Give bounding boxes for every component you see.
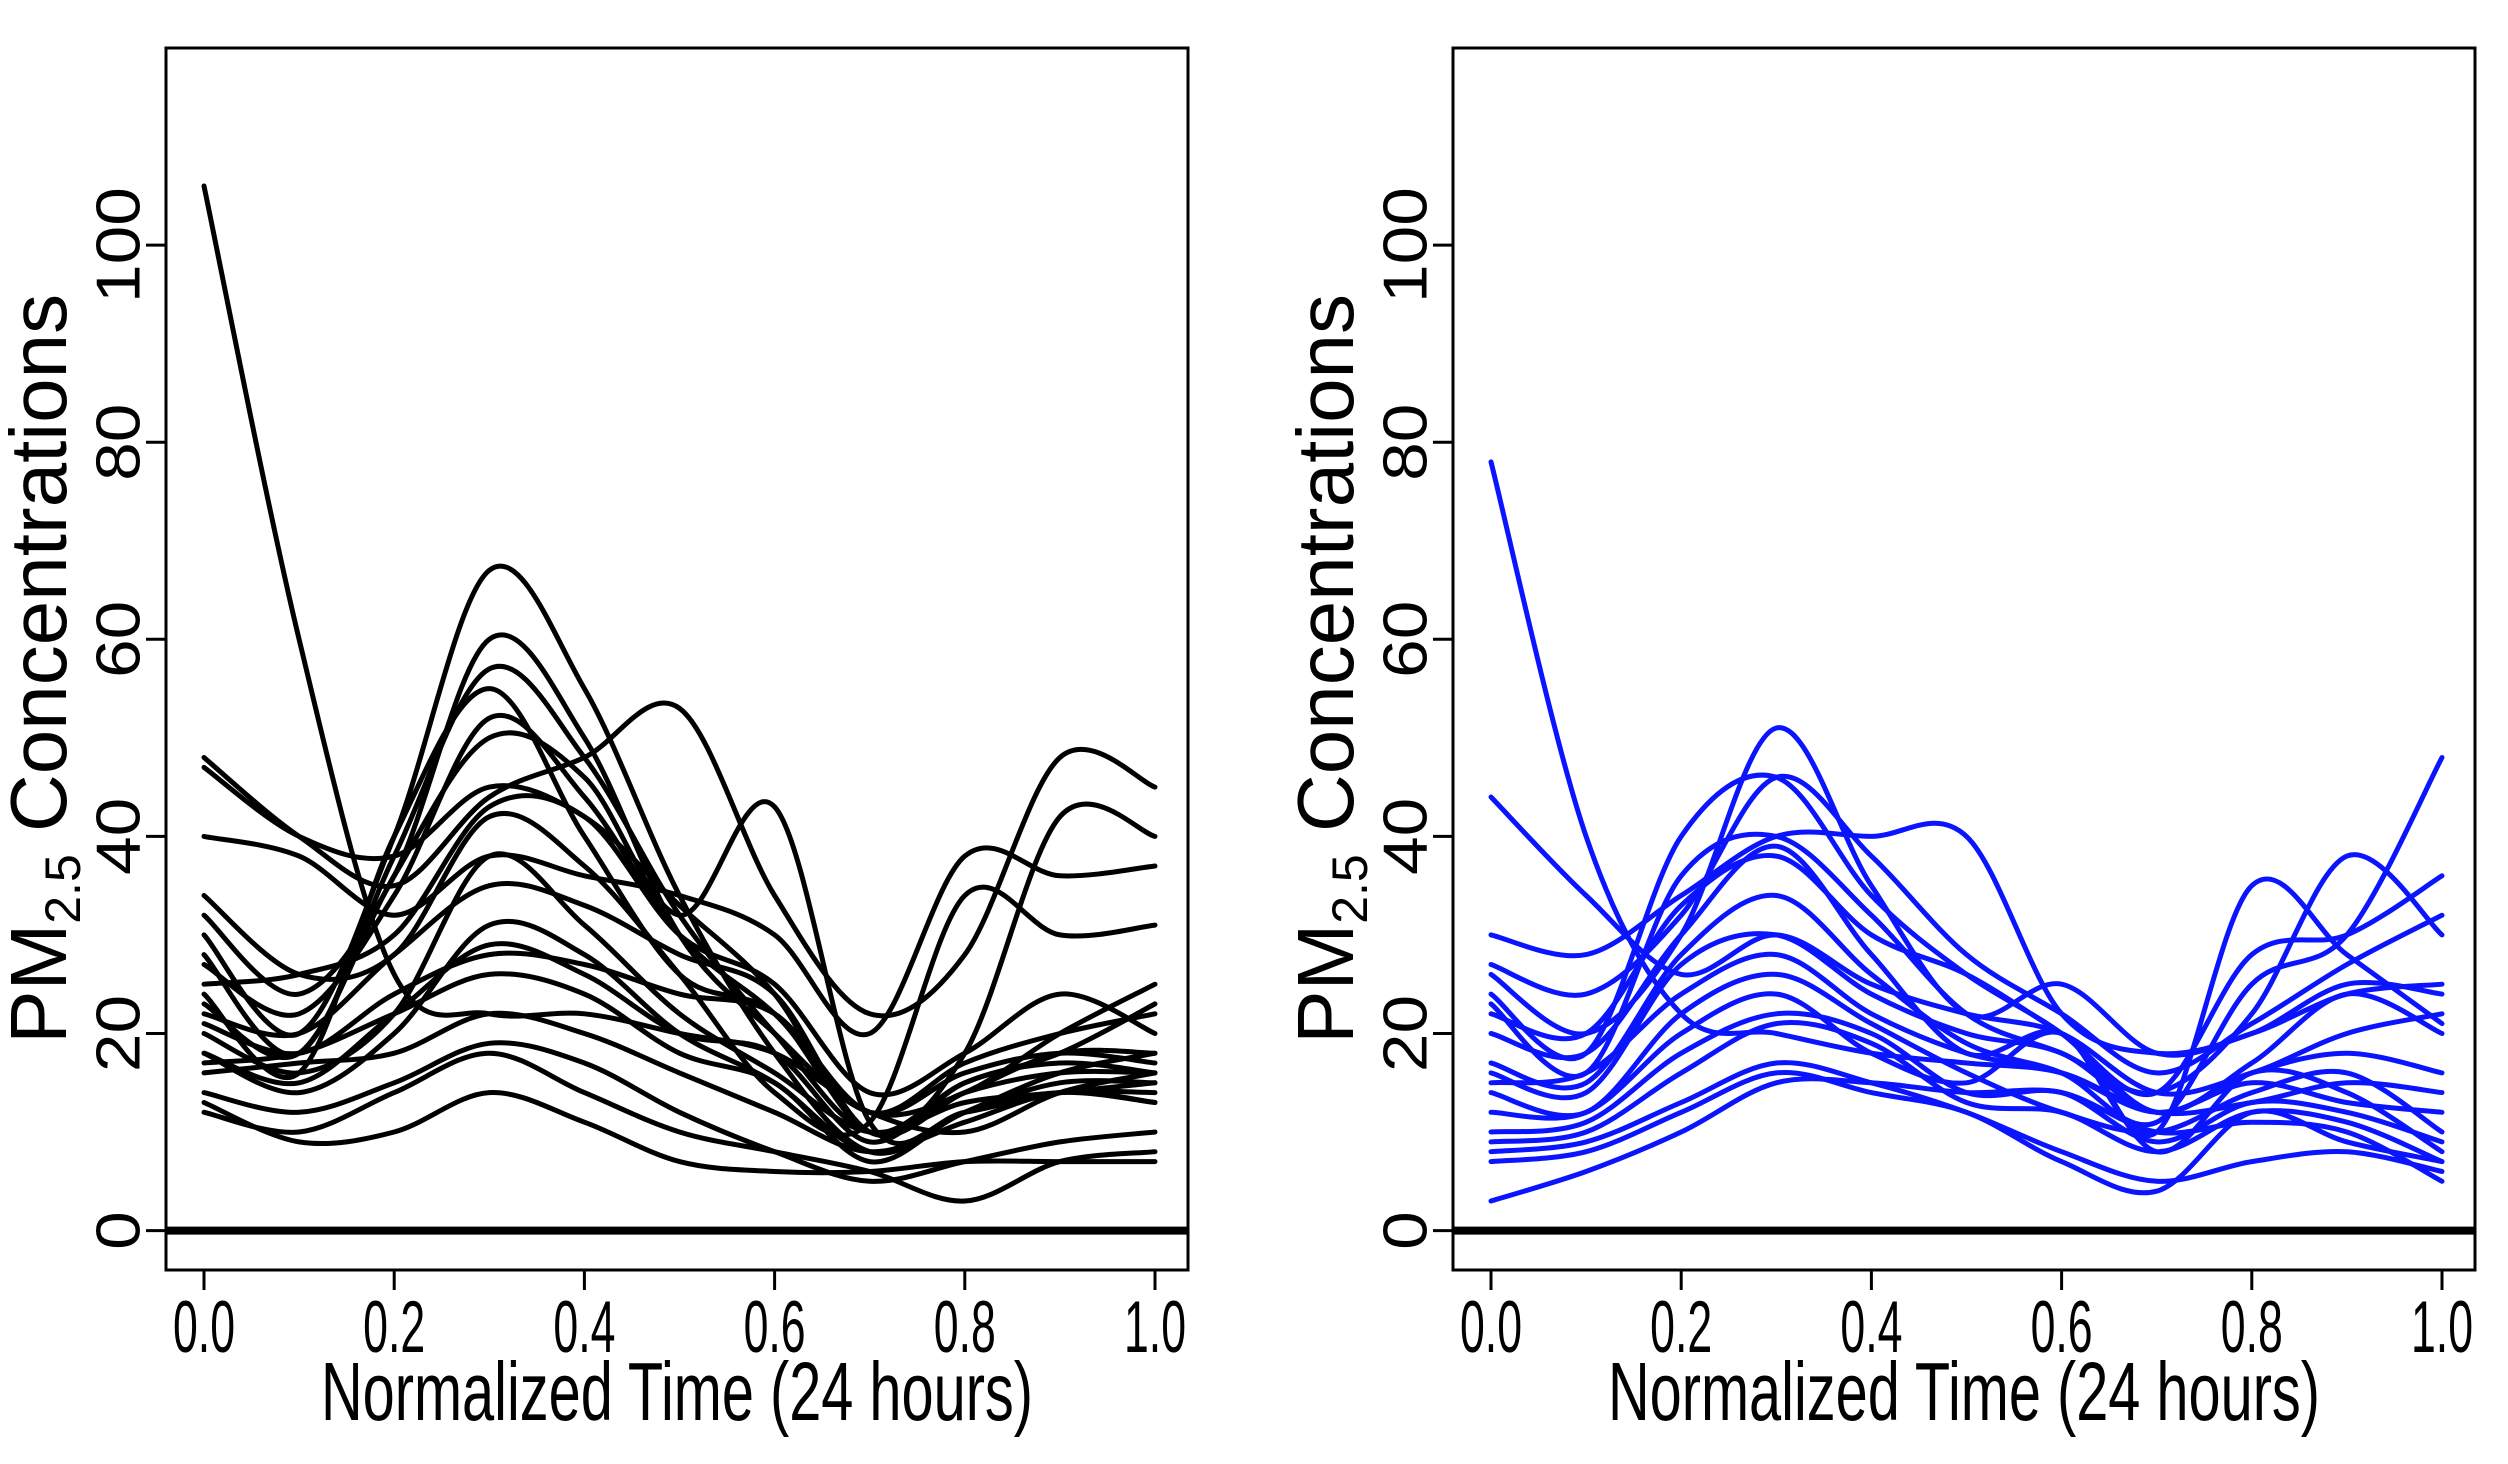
- left-y-axis: 0 20 40 60 80 100: [83, 187, 166, 1250]
- right-y-axis: 0 20 40 60 80 100: [1370, 187, 1453, 1250]
- right-y-label-subscript: 2.5: [1322, 854, 1378, 924]
- left-series-lines: [201, 183, 1158, 1204]
- right-y-tick-label: 0: [1370, 1211, 1440, 1250]
- right-series-curve-10: [1488, 755, 2445, 1128]
- right-y-tick-label: 60: [1370, 601, 1440, 678]
- left-y-tick-label: 80: [83, 404, 153, 481]
- right-x-tick-label: 0.8: [2221, 1286, 2283, 1368]
- right-series-curve-6: [1488, 772, 2445, 1116]
- left-y-tick-label: 100: [83, 187, 153, 303]
- right-x-axis-label: Normalized Time (24 hours): [1608, 1346, 2320, 1439]
- right-series-curve-19: [1488, 1076, 2445, 1204]
- left-y-tick-label: 0: [83, 1211, 153, 1250]
- left-x-tick-label: 1.0: [1124, 1286, 1186, 1368]
- left-y-tick-label: 20: [83, 995, 153, 1072]
- right-series-curve-14: [1488, 991, 2445, 1155]
- left-x-axis-label: Normalized Time (24 hours): [321, 1346, 1033, 1439]
- right-series-curve-13: [1488, 971, 2445, 1136]
- left-y-tick-label: 60: [83, 601, 153, 678]
- right-chart-panel: 0.0 0.2 0.4 0.6 0.8 1.0 0 20 40 60 80 100 Normaliz…: [1281, 46, 2477, 1439]
- left-series-curve-15: [201, 851, 1158, 1136]
- left-y-label-main: PM: [0, 924, 83, 1044]
- left-y-axis-label: PM2.5 Concentrations: [0, 294, 91, 1044]
- right-y-tick-label: 100: [1370, 187, 1440, 303]
- right-series-curve-12: [1488, 951, 2445, 1115]
- right-x-axis: 0.0 0.2 0.4 0.6 0.8 1.0: [1460, 1268, 2473, 1368]
- right-y-tick-label: 20: [1370, 995, 1440, 1072]
- left-chart-panel: 0.0 0.2 0.4 0.6 0.8 1.0 0 20 40 60 80 100 Normaliz…: [0, 46, 1190, 1439]
- left-series-curve-21: [201, 1090, 1158, 1176]
- right-series-lines: [1488, 459, 2445, 1204]
- right-x-tick-label: 0.6: [2031, 1286, 2093, 1368]
- left-x-tick-label: 0.0: [173, 1286, 235, 1368]
- left-series-curve-19: [201, 1010, 1158, 1155]
- right-series-curve-8: [1488, 852, 2445, 1098]
- left-series-curve-1: [201, 183, 1158, 1136]
- left-series-curve-22: [201, 1050, 1158, 1204]
- right-y-axis-label: PM2.5 Concentrations: [1281, 294, 1378, 1044]
- right-y-label-main: PM: [1281, 924, 1370, 1044]
- left-series-curve-13: [201, 880, 1158, 1139]
- right-y-tick-label: 40: [1370, 798, 1440, 875]
- left-series-curve-10: [201, 793, 1158, 1098]
- right-y-tick-label: 80: [1370, 404, 1440, 481]
- left-series-curve-18: [201, 971, 1158, 1165]
- left-x-axis: 0.0 0.2 0.4 0.6 0.8 1.0: [173, 1268, 1186, 1368]
- right-series-curve-18: [1488, 1069, 2445, 1196]
- left-series-curve-20: [201, 1040, 1158, 1184]
- right-x-tick-label: 0.0: [1460, 1286, 1522, 1368]
- left-x-tick-label: 0.8: [934, 1286, 996, 1368]
- right-x-tick-label: 0.2: [1650, 1286, 1712, 1368]
- left-y-label-rest: Concentrations: [0, 294, 83, 854]
- left-series-curve-9: [201, 713, 1158, 1116]
- left-y-label-subscript: 2.5: [35, 854, 91, 924]
- left-x-tick-label: 0.2: [363, 1286, 425, 1368]
- left-y-tick-label: 40: [83, 798, 153, 875]
- right-y-label-rest: Concentrations: [1281, 294, 1370, 854]
- right-x-tick-label: 1.0: [2411, 1286, 2473, 1368]
- left-series-curve-14: [201, 950, 1158, 1117]
- right-x-tick-label: 0.4: [1840, 1286, 1902, 1368]
- right-series-curve-4: [1488, 773, 2445, 1076]
- left-x-tick-label: 0.4: [553, 1286, 615, 1368]
- left-x-tick-label: 0.6: [744, 1286, 806, 1368]
